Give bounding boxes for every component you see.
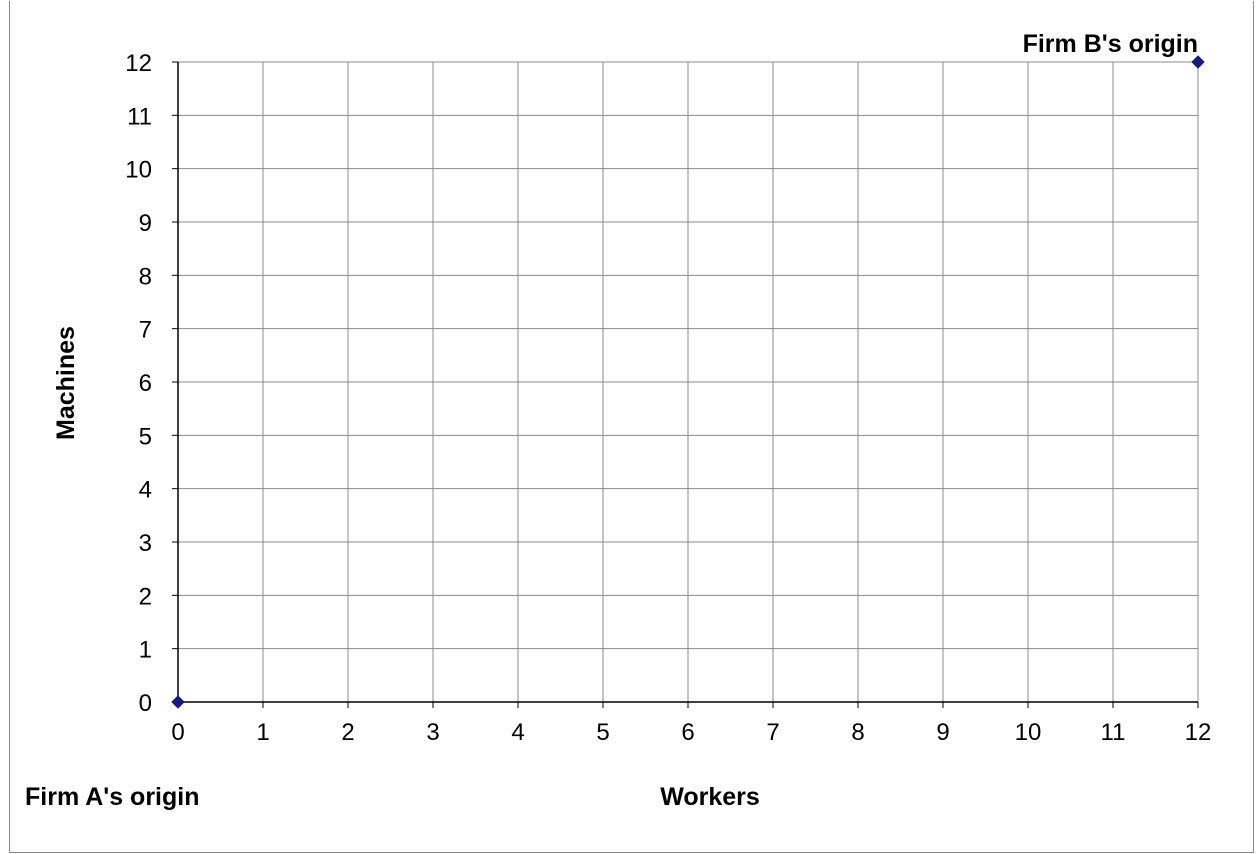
y-tick-label: 9 <box>139 210 152 237</box>
y-tick-label: 1 <box>139 637 152 664</box>
y-tick-label: 2 <box>139 583 152 610</box>
x-tick-label: 6 <box>681 719 694 746</box>
x-tick-label: 4 <box>511 719 524 746</box>
x-tick-label: 0 <box>171 719 184 746</box>
data-point-marker <box>171 695 185 709</box>
data-point-marker <box>1191 55 1205 69</box>
y-tick-label: 4 <box>139 477 152 504</box>
y-tick-label: 6 <box>139 370 152 397</box>
x-tick-label: 3 <box>426 719 439 746</box>
x-tick-label: 10 <box>1015 719 1042 746</box>
firm-a-origin-label: Firm A's origin <box>25 783 199 811</box>
y-tick-label: 5 <box>139 423 152 450</box>
x-tick-label: 9 <box>936 719 949 746</box>
x-tick-label: 8 <box>851 719 864 746</box>
y-tick-label: 3 <box>139 530 152 557</box>
x-tick-label: 1 <box>256 719 269 746</box>
y-tick-label: 10 <box>125 157 152 184</box>
y-tick-label: 12 <box>125 50 152 77</box>
y-tick-label: 0 <box>139 690 152 717</box>
y-tick-label: 11 <box>127 103 152 130</box>
x-tick-label: 2 <box>341 719 354 746</box>
axes <box>172 61 1199 708</box>
y-tick-label: 8 <box>139 263 152 290</box>
y-tick-label: 7 <box>139 317 152 344</box>
chart-frame <box>9 1 1254 853</box>
gridlines <box>178 61 1199 702</box>
x-axis-title: Workers <box>660 783 760 811</box>
x-tick-label: 5 <box>596 719 609 746</box>
firm-b-origin-label: Firm B's origin <box>1023 30 1198 58</box>
x-tick-labels: 0 1 2 3 4 5 6 7 8 9 10 11 12 <box>171 719 1211 746</box>
x-tick-label: 12 <box>1185 719 1212 746</box>
x-tick-label: 7 <box>766 719 779 746</box>
data-points <box>171 55 1205 709</box>
x-tick-label: 11 <box>1101 719 1126 746</box>
y-axis-title: Machines <box>52 326 80 440</box>
